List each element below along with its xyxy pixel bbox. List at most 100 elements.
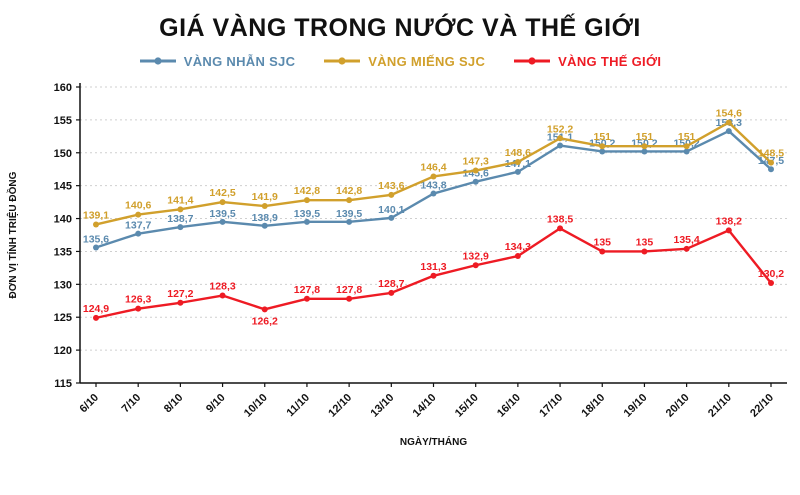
data-label: 131,3 xyxy=(420,261,446,273)
data-label: 138,2 xyxy=(716,215,742,227)
data-point xyxy=(177,299,184,306)
data-label: 143,6 xyxy=(378,180,404,192)
data-point xyxy=(725,128,732,135)
data-label: 138,5 xyxy=(547,213,573,225)
svg-text:120: 120 xyxy=(54,345,72,357)
data-point xyxy=(346,197,353,204)
x-axis-tick-labels: 6/10 7/10 8/10 9/10 10/10 11/10 12/10 13/10 14/1… xyxy=(77,383,776,420)
data-point xyxy=(430,272,437,279)
chart-title: GIÁ VÀNG TRONG NƯỚC VÀ THẾ GIỚI xyxy=(159,14,641,42)
data-label: 139,5 xyxy=(294,208,320,220)
data-point xyxy=(219,199,226,206)
svg-text:15/10: 15/10 xyxy=(453,392,481,420)
data-label: 151 xyxy=(678,131,696,143)
data-label: 140,1 xyxy=(378,204,404,216)
data-label: 127,8 xyxy=(336,284,362,296)
legend-label-vang-nhan-sjc: VÀNG NHẪN SJC xyxy=(183,53,296,69)
data-point xyxy=(135,211,142,218)
data-label: 151 xyxy=(593,131,611,143)
data-label: 132,9 xyxy=(463,250,489,262)
data-label: 142,5 xyxy=(209,187,235,199)
data-label: 138,7 xyxy=(167,213,193,225)
data-label: 126,2 xyxy=(252,315,278,327)
svg-text:115: 115 xyxy=(54,378,72,390)
data-label: 152,2 xyxy=(547,123,573,135)
data-point xyxy=(261,203,268,210)
data-point xyxy=(219,292,226,299)
data-label: 135,4 xyxy=(673,234,699,246)
svg-text:10/10: 10/10 xyxy=(242,392,270,420)
data-point xyxy=(93,314,99,321)
svg-text:160: 160 xyxy=(54,82,72,94)
data-point xyxy=(599,143,606,150)
data-point xyxy=(177,224,184,231)
data-point xyxy=(599,148,606,155)
data-label: 139,5 xyxy=(336,208,362,220)
data-point xyxy=(430,173,437,180)
data-label: 130,2 xyxy=(758,268,784,280)
svg-text:18/10: 18/10 xyxy=(579,392,607,420)
data-point xyxy=(303,295,310,302)
data-point xyxy=(303,197,310,204)
series-vang-nhan-sjc xyxy=(93,128,774,251)
data-point xyxy=(725,119,732,126)
svg-text:19/10: 19/10 xyxy=(622,392,650,420)
svg-text:13/10: 13/10 xyxy=(368,392,396,420)
data-point xyxy=(472,178,479,185)
data-point xyxy=(93,244,99,251)
data-point xyxy=(388,214,395,221)
svg-text:125: 125 xyxy=(54,312,72,324)
data-point xyxy=(641,248,648,255)
data-point xyxy=(388,191,395,198)
data-label: 139,5 xyxy=(209,208,235,220)
data-label: 138,9 xyxy=(252,212,278,224)
data-point xyxy=(683,245,690,252)
svg-text:12/10: 12/10 xyxy=(326,392,354,420)
svg-text:6/10: 6/10 xyxy=(77,392,101,416)
line-marker-icon xyxy=(324,57,361,65)
data-label: 151 xyxy=(636,131,654,143)
svg-text:130: 130 xyxy=(54,279,72,291)
data-label: 135 xyxy=(636,236,654,248)
data-label: 154,6 xyxy=(716,108,742,120)
data-label: 143,8 xyxy=(420,180,446,192)
data-point xyxy=(93,221,99,228)
data-label: 135 xyxy=(593,236,611,248)
svg-text:140: 140 xyxy=(54,214,72,226)
svg-text:21/10: 21/10 xyxy=(706,392,734,420)
data-point xyxy=(599,248,606,255)
data-label: 142,8 xyxy=(294,185,320,197)
data-point xyxy=(683,143,690,150)
data-point xyxy=(768,280,774,287)
svg-text:20/10: 20/10 xyxy=(664,392,692,420)
data-label: 127,8 xyxy=(294,284,320,296)
svg-text:14/10: 14/10 xyxy=(411,392,439,420)
data-point xyxy=(683,148,690,155)
data-label: 146,4 xyxy=(420,161,446,173)
data-label: 135,6 xyxy=(83,233,109,245)
line-marker-icon xyxy=(139,57,176,65)
svg-text:150: 150 xyxy=(54,148,72,160)
chart-area: 115 120 125 130 135 140 145 150 155 160 6/10 7/10 8/… xyxy=(0,75,800,470)
series-labels-vang-mieng-sjc: 139,1 140,6 141,4 142,5 141,9 142,8 142,8 143,6… xyxy=(83,108,784,222)
x-axis-title: NGÀY/THÁNG xyxy=(400,435,467,448)
data-point xyxy=(514,168,521,175)
data-point xyxy=(472,262,479,269)
data-label: 148,5 xyxy=(758,148,784,160)
data-point xyxy=(641,143,648,150)
line-chart: 115 120 125 130 135 140 145 150 155 160 6/10 7/10 8/… xyxy=(6,82,787,448)
data-point xyxy=(430,190,437,197)
svg-text:145: 145 xyxy=(54,181,72,193)
svg-text:11/10: 11/10 xyxy=(285,392,313,420)
y-axis-title: ĐƠN VỊ TÍNH TRIỆU ĐỒNG xyxy=(6,171,19,298)
data-label: 128,3 xyxy=(209,281,235,293)
legend-label-vang-the-gioi: VÀNG THẾ GIỚI xyxy=(558,53,662,69)
data-label: 142,8 xyxy=(336,185,362,197)
data-label: 127,2 xyxy=(167,288,193,300)
data-label: 141,4 xyxy=(167,194,193,206)
data-point xyxy=(557,225,564,232)
svg-text:9/10: 9/10 xyxy=(204,392,228,416)
data-label: 124,9 xyxy=(83,303,109,315)
data-point xyxy=(641,148,648,155)
